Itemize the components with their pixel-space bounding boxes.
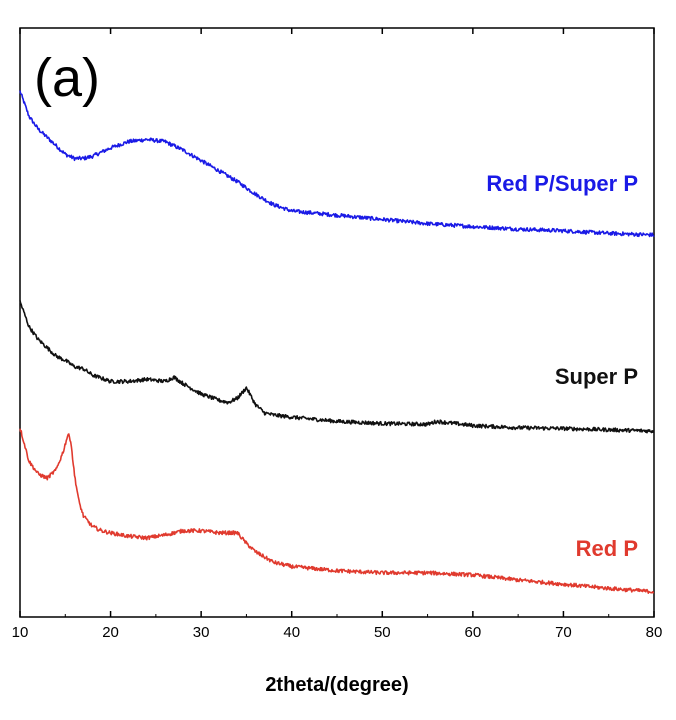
x-tick-label: 10 xyxy=(12,624,29,641)
plot-frame xyxy=(19,27,655,618)
series-label-2: Red P xyxy=(576,536,638,561)
x-tick-label: 30 xyxy=(193,624,210,641)
series-line-0 xyxy=(19,90,655,238)
x-axis-label: 2theta/(degree) xyxy=(265,674,408,696)
x-axis: 10 20 30 40 50 60 70 80 xyxy=(12,28,663,641)
series-line-1 xyxy=(19,300,655,434)
x-tick-label: 20 xyxy=(102,624,119,641)
plot-area xyxy=(19,27,655,618)
x-tick-label: 60 xyxy=(465,624,482,641)
series-group xyxy=(19,90,655,594)
series-labels: Red P/Super P Super P Red P xyxy=(486,171,638,561)
x-tick-label: 50 xyxy=(374,624,391,641)
panel-label: (a) xyxy=(34,48,100,108)
x-tick-label: 80 xyxy=(646,624,663,641)
series-label-0: Red P/Super P xyxy=(486,171,638,196)
series-label-1: Super P xyxy=(555,364,638,389)
series-line-2 xyxy=(19,428,655,594)
x-tick-label: 40 xyxy=(283,624,300,641)
x-tick-label: 70 xyxy=(555,624,572,641)
